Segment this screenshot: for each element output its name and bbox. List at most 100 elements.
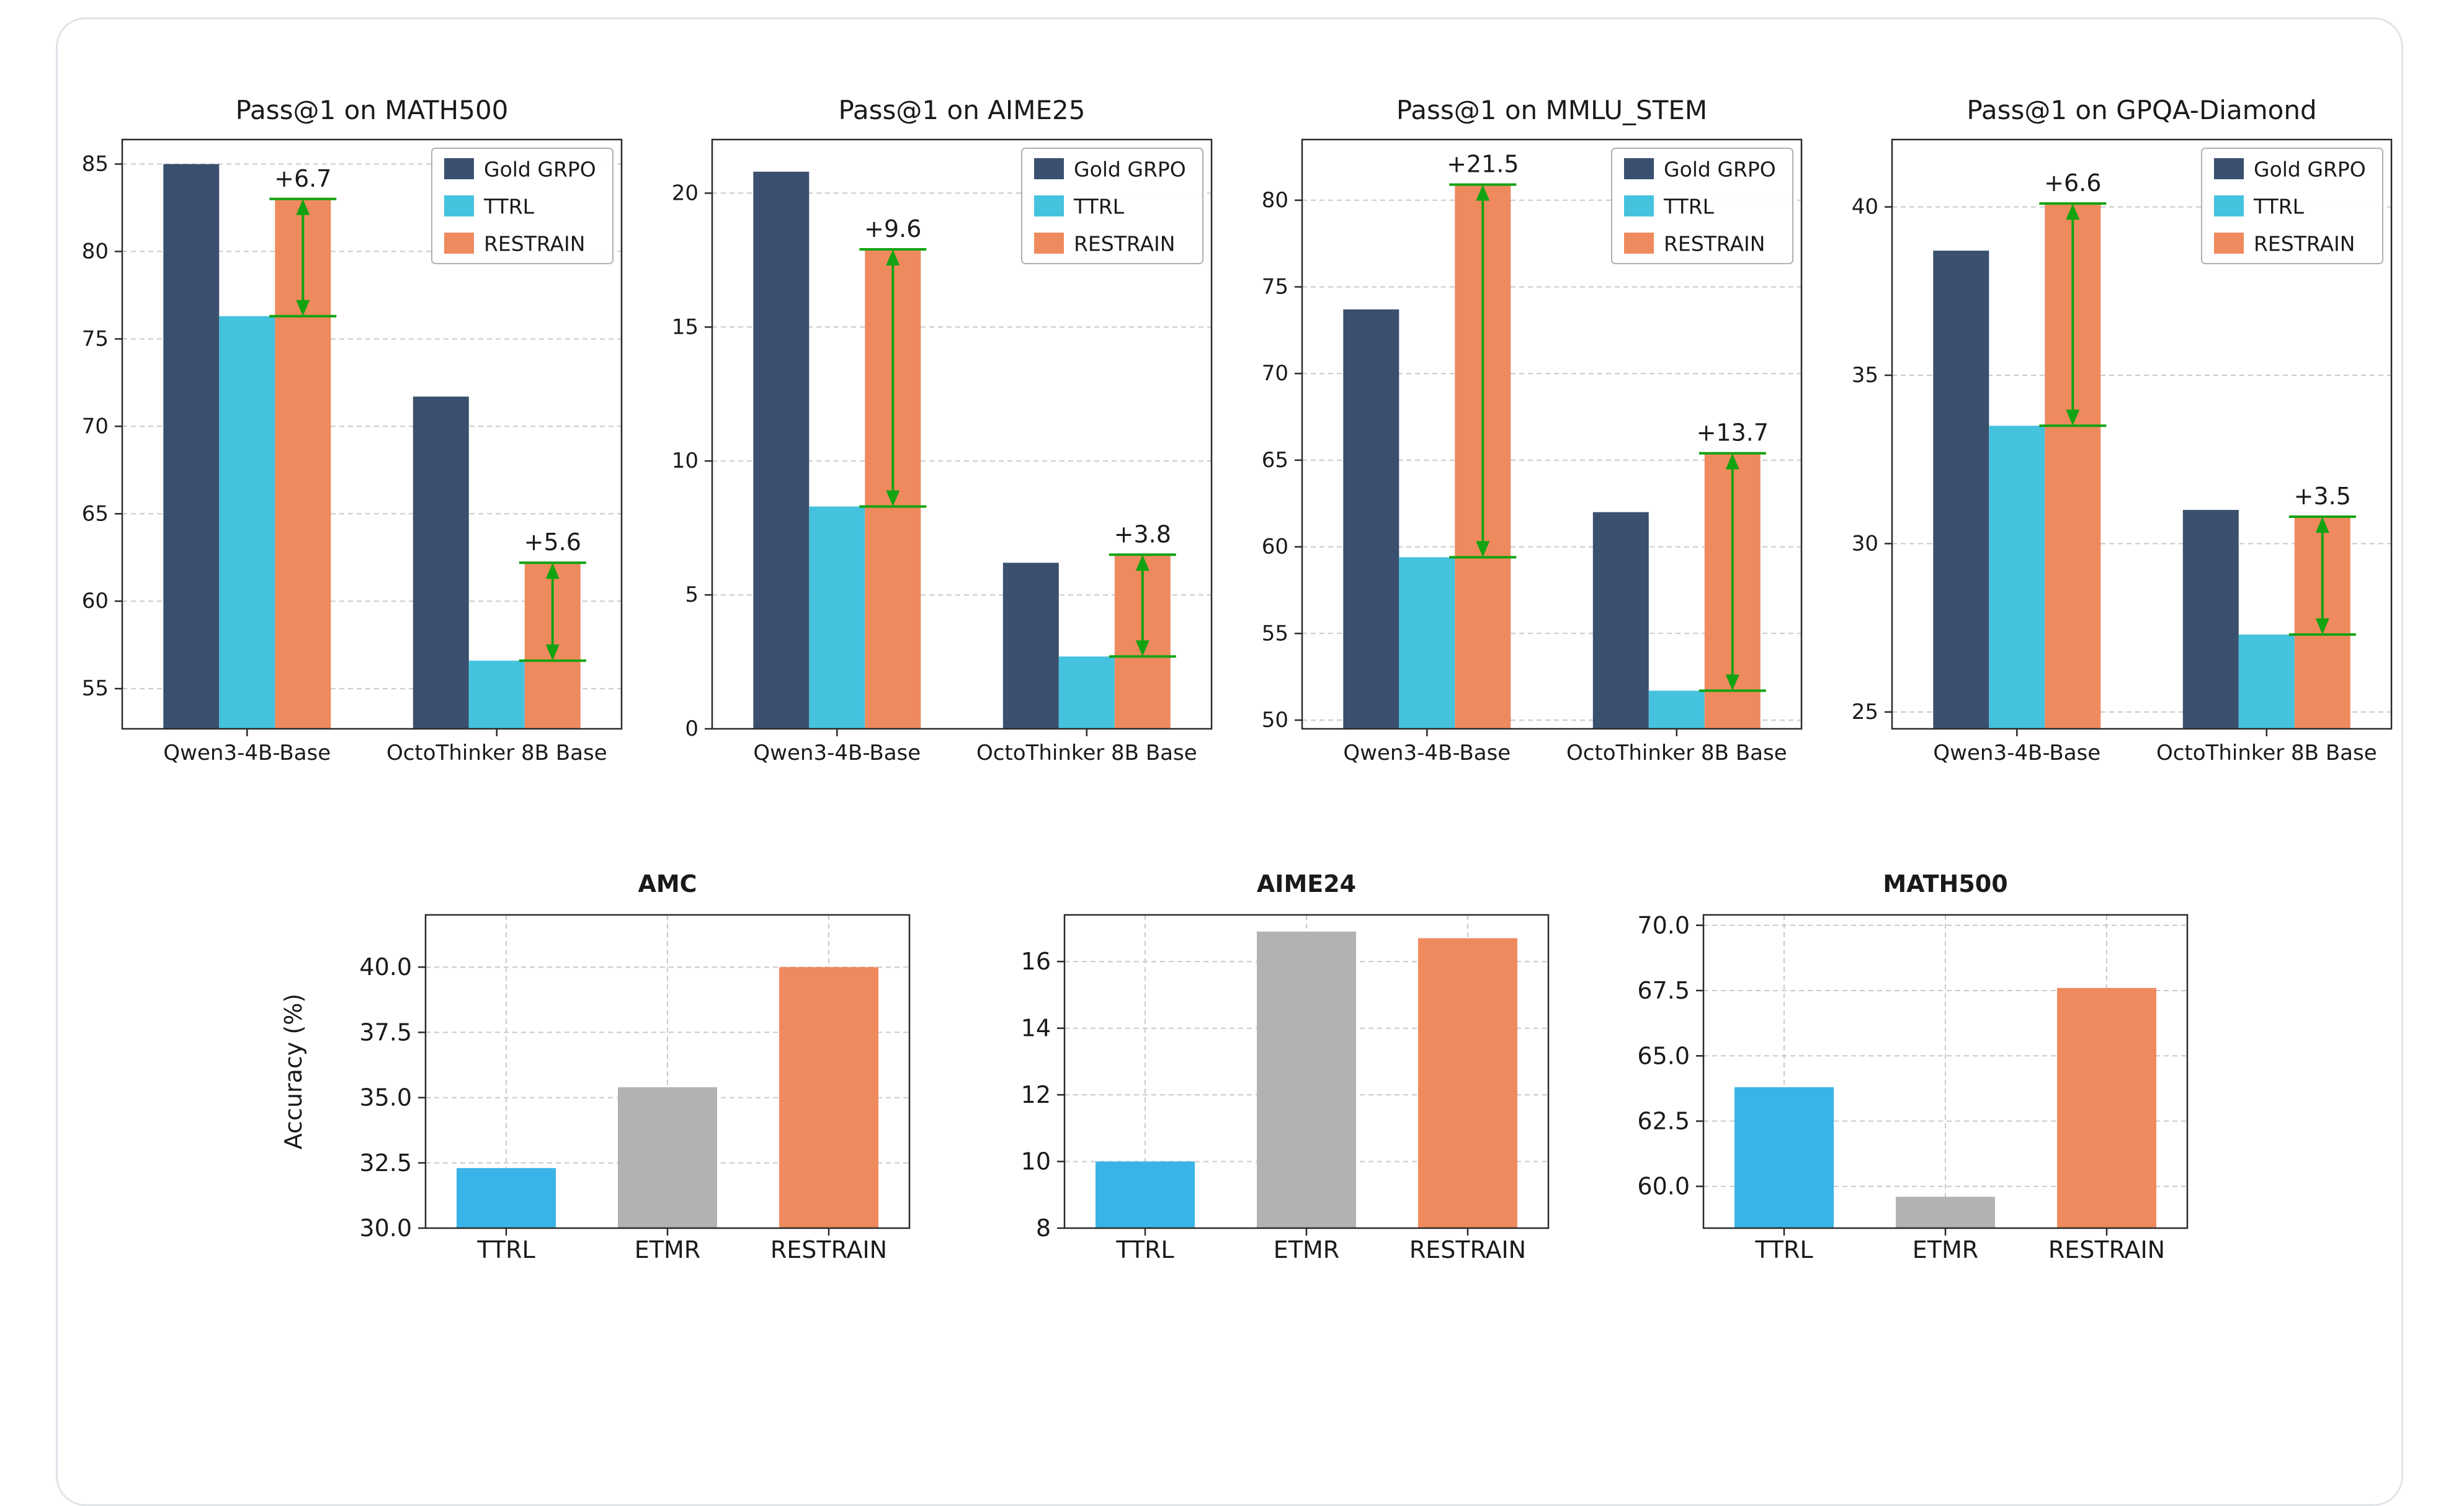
y-tick-label: 12	[1021, 1081, 1051, 1108]
bar-1-1	[1648, 690, 1705, 729]
x-tick-label: Qwen3-4B-Base	[1933, 741, 2100, 765]
arrowhead-down-icon	[545, 644, 560, 661]
gain-label: +3.8	[1114, 520, 1171, 548]
y-tick-label: 15	[672, 314, 699, 339]
bar-1-0	[1399, 557, 1455, 729]
gain-label: +6.7	[274, 165, 331, 192]
gain-label: +6.6	[2044, 169, 2101, 197]
chart-pass1-math500: 55 60 65 70 75 80 85 Qwen3-4B-Base OctoThinker 8…	[60, 87, 634, 796]
bar-1-1	[1058, 656, 1115, 729]
legend-swatch	[2214, 158, 2244, 179]
chart-svg-pass1-gpqa-diamond: 25 30 35 40 Qwen3-4B-Base OctoThinker 8B Base…	[1852, 95, 2393, 765]
arrowhead-up-icon	[1476, 184, 1490, 201]
chart-pass1-aime25: 0 5 10 15 20 Qwen3-4B-Base OctoThinker 8B Base…	[650, 87, 1224, 796]
y-tick-label: 55	[1262, 621, 1288, 646]
legend-label: TTRL	[1663, 195, 1715, 219]
top-chart-row: 55 60 65 70 75 80 85 Qwen3-4B-Base OctoThinker 8…	[0, 87, 2464, 796]
chart-math500-bottom: 60.0 62.5 65.0 67.5 70.0 TTRL ETMR RESTRAIN MATH…	[1586, 862, 2200, 1269]
legend-label: RESTRAIN	[2254, 232, 2355, 256]
y-tick-label: 55	[82, 676, 109, 701]
bar-1	[1896, 1196, 1995, 1228]
y-tick-label: 75	[82, 326, 109, 351]
x-tick-label: TTRL	[476, 1236, 535, 1263]
y-tick-label: 70	[82, 414, 109, 439]
y-tick-label: 10	[672, 448, 699, 473]
bar-2	[2057, 987, 2156, 1228]
y-tick-label: 70	[1262, 361, 1288, 386]
bar-0	[1734, 1087, 1834, 1228]
legend-box	[2201, 148, 2383, 264]
y-tick-label: 60.0	[1637, 1173, 1690, 1200]
x-tick-label: Qwen3-4B-Base	[1343, 741, 1511, 765]
panel-card	[56, 17, 2403, 1506]
bar-0-0	[1343, 309, 1399, 729]
x-tick-label: OctoThinker 8B Base	[976, 741, 1197, 765]
legend: Gold GRPO TTRL RESTRAIN	[2201, 148, 2383, 264]
y-tick-label: 80	[82, 239, 109, 264]
legend-box	[431, 148, 614, 264]
arrowhead-up-icon	[296, 198, 310, 215]
gain-label: +5.6	[524, 528, 581, 556]
bar-0-1	[1592, 512, 1649, 729]
y-tick-label: 0	[685, 716, 699, 741]
y-tick-label: 25	[1852, 700, 1878, 724]
plot-border	[711, 138, 1213, 730]
legend-label: RESTRAIN	[1074, 232, 1175, 256]
gain-annotation: +6.7	[269, 165, 337, 318]
y-tick-label: 85	[82, 152, 109, 177]
x-tick-label: ETMR	[1274, 1236, 1339, 1263]
legend-swatch	[444, 233, 474, 254]
y-tick-label: 65	[1262, 448, 1288, 473]
bar-1-1	[2238, 635, 2295, 729]
legend: Gold GRPO TTRL RESTRAIN	[1611, 148, 1793, 264]
chart-title: Pass@1 on GPQA-Diamond	[1966, 95, 2316, 125]
y-tick-label: 75	[1262, 275, 1288, 300]
gain-annotation: +3.8	[1109, 520, 1176, 658]
chart-title: AIME24	[1257, 870, 1356, 898]
x-tick-label: ETMR	[1913, 1236, 1978, 1263]
legend-swatch	[1034, 158, 1064, 179]
chart-amc: 30.0 32.5 35.0 37.5 40.0 TTRL ETMR RESTRAIN AMC A…	[264, 862, 922, 1269]
arrowhead-up-icon	[545, 563, 560, 579]
bar-0-0	[163, 164, 220, 729]
legend-box	[1021, 148, 1203, 264]
bar-1-0	[809, 506, 865, 729]
chart-svg-pass1-math500: 55 60 65 70 75 80 85 Qwen3-4B-Base OctoThinker 8…	[82, 95, 623, 765]
y-tick-label: 32.5	[359, 1149, 412, 1177]
bar-0-0	[753, 171, 810, 729]
chart-pass1-mmlu-stem: 50 55 60 65 70 75 80 Qwen3-4B-Base OctoThinker 8…	[1240, 87, 1814, 796]
plot-border	[121, 138, 623, 730]
gain-annotation: +3.5	[2288, 483, 2356, 636]
chart-svg-pass1-mmlu-stem: 50 55 60 65 70 75 80 Qwen3-4B-Base OctoThinker 8…	[1262, 95, 1803, 765]
legend-label: RESTRAIN	[1664, 232, 1765, 256]
legend-label: Gold GRPO	[1074, 158, 1186, 182]
chart-svg-pass1-aime25: 0 5 10 15 20 Qwen3-4B-Base OctoThinker 8B Base…	[672, 95, 1213, 765]
gain-annotation: +9.6	[859, 215, 927, 508]
y-tick-label: 16	[1021, 948, 1051, 975]
y-tick-label: 62.5	[1637, 1108, 1690, 1135]
gain-annotation: +21.5	[1447, 151, 1519, 559]
x-tick-label: RESTRAIN	[770, 1236, 887, 1263]
bar-0-1	[1002, 563, 1059, 729]
legend-label: Gold GRPO	[2254, 158, 2366, 182]
y-tick-label: 65	[82, 501, 109, 526]
y-tick-label: 30.0	[359, 1214, 412, 1242]
legend: Gold GRPO TTRL RESTRAIN	[431, 148, 614, 264]
x-tick-label: RESTRAIN	[1409, 1236, 1526, 1263]
bottom-chart-row: 30.0 32.5 35.0 37.5 40.0 TTRL ETMR RESTRAIN AMC A…	[0, 862, 2464, 1269]
legend-swatch	[1034, 233, 1064, 254]
x-tick-label: TTRL	[1115, 1236, 1174, 1263]
y-tick-label: 10	[1021, 1148, 1051, 1175]
y-axis-label: Accuracy (%)	[280, 994, 307, 1149]
legend-swatch	[1034, 195, 1064, 216]
x-tick-label: OctoThinker 8B Base	[2156, 741, 2377, 765]
x-tick-label: ETMR	[635, 1236, 700, 1263]
legend-label: TTRL	[2253, 195, 2305, 219]
chart-svg-math500-bottom: 60.0 62.5 65.0 67.5 70.0 TTRL ETMR RESTRAIN MATH…	[1637, 870, 2189, 1263]
bar-1-0	[1989, 426, 2045, 729]
gain-annotation: +6.6	[2039, 169, 2107, 427]
legend-swatch	[444, 158, 474, 179]
legend-swatch	[2214, 233, 2244, 254]
x-tick-label: OctoThinker 8B Base	[1566, 741, 1787, 765]
gain-annotation: +13.7	[1697, 419, 1769, 692]
